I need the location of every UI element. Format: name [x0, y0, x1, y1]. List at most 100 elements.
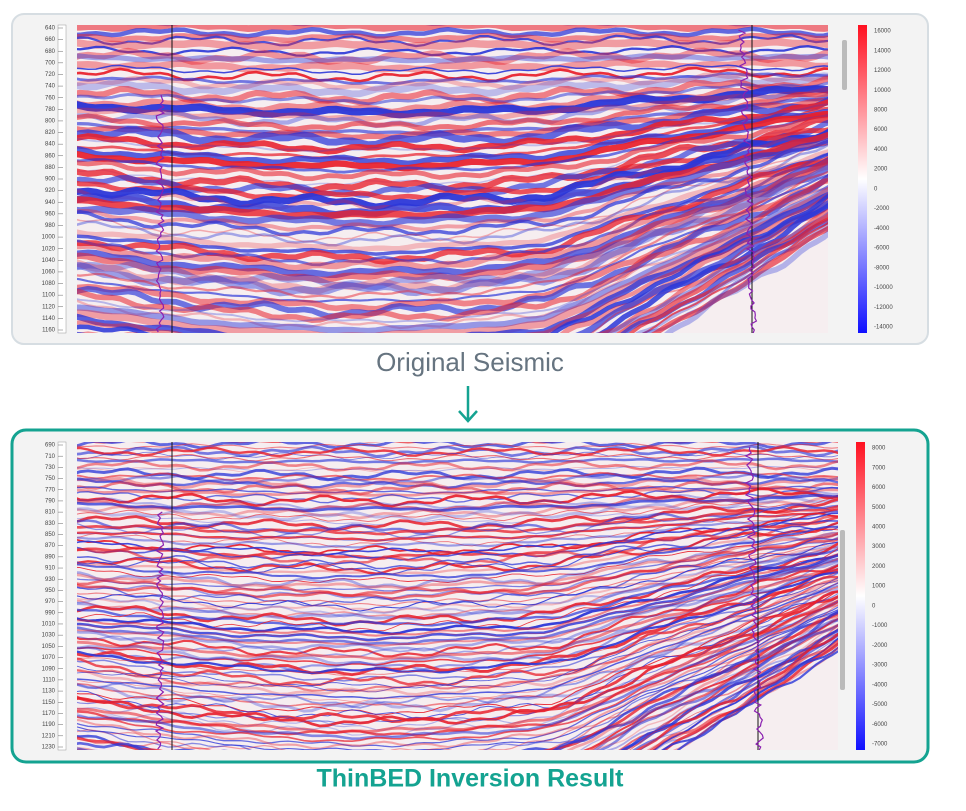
colorbar-label: -3000	[872, 663, 888, 669]
depth-label: 1040	[42, 258, 56, 264]
seismic-reflector	[607, 211, 828, 333]
depth-label: 970	[45, 599, 56, 605]
seismic-reflector	[77, 113, 828, 182]
seismic-reflector	[77, 508, 838, 542]
depth-label: 730	[45, 465, 56, 471]
colorbar	[858, 25, 867, 333]
colorbar-label: 12000	[874, 68, 891, 74]
seismic-reflector	[77, 471, 838, 482]
seismic-reflector	[622, 624, 838, 750]
colorbar-label: -14000	[874, 325, 893, 331]
seismic-reflector	[72, 409, 840, 420]
seismic-reflector	[77, 537, 838, 600]
well-log	[744, 446, 764, 750]
caption: Original Seismic	[376, 347, 564, 377]
seismic-reflector	[77, 521, 838, 575]
seismic-reflector	[77, 38, 828, 51]
seismic-reflector	[77, 163, 828, 291]
colorbar-label: -6000	[872, 722, 888, 728]
seismic-reflector	[646, 638, 838, 750]
depth-label: 880	[45, 165, 56, 171]
seismic-reflector	[77, 497, 838, 523]
seismic-reflector	[77, 34, 828, 48]
seismic-reflector	[77, 515, 838, 561]
seismic-reflector	[77, 533, 838, 592]
seismic-reflector	[77, 538, 838, 607]
seismic-reflector	[77, 604, 838, 750]
seismic-reflector	[77, 570, 838, 676]
depth-label: 930	[45, 577, 56, 583]
seismic-reflector	[77, 444, 838, 458]
seismic-reflector	[77, 486, 838, 497]
colorbar-label: 8000	[874, 108, 888, 114]
seismic-reflector	[77, 72, 828, 98]
seismic-reflector	[77, 139, 828, 232]
seismic-reflector	[77, 609, 838, 750]
seismic-reflector	[72, 3, 832, 12]
seismic-reflector	[77, 97, 828, 149]
seismic-reflector	[77, 602, 838, 738]
seismic-reflector	[77, 559, 838, 652]
seismic-reflector	[618, 627, 838, 750]
depth-label: 810	[45, 510, 56, 516]
colorbar-label: 6000	[874, 127, 888, 133]
seismic-reflector	[77, 564, 838, 667]
colorbar-label: 6000	[872, 485, 886, 491]
seismic-reflector	[77, 162, 828, 295]
depth-label: 1150	[42, 700, 56, 706]
depth-label: 1120	[42, 304, 56, 310]
colorbar	[856, 442, 865, 750]
caption: ThinBED Inversion Result	[317, 765, 625, 793]
seismic-reflector	[77, 157, 828, 279]
seismic-reflector	[72, 400, 840, 410]
seismic-reflector	[77, 487, 838, 508]
seismic-reflector	[77, 32, 828, 43]
seismic-reflector	[77, 185, 828, 323]
colorbar-label: 4000	[872, 525, 886, 531]
seismic-reflector	[663, 229, 828, 333]
depth-label: 720	[45, 72, 56, 78]
seismic-reflector	[77, 466, 838, 482]
seismic-reflector	[77, 528, 838, 584]
depth-label: 1100	[42, 293, 56, 299]
seismic-reflector	[72, 415, 840, 423]
seismic-reflector	[77, 170, 828, 299]
seismic-reflector	[77, 590, 838, 728]
seismic-reflector	[77, 91, 828, 132]
seismic-reflector	[77, 187, 828, 330]
depth-label: 1140	[42, 316, 56, 322]
depth-label: 750	[45, 476, 56, 482]
colorbar-label: 5000	[872, 505, 886, 511]
seismic-reflector	[77, 480, 838, 496]
seismic-reflector	[589, 623, 838, 750]
depth-label: 1060	[42, 270, 56, 276]
colorbar-label: -8000	[874, 265, 890, 271]
seismic-reflector	[77, 25, 828, 33]
seismic-reflector	[77, 99, 828, 155]
colorbar-label: 8000	[872, 446, 886, 452]
colorbar-label: 0	[872, 603, 876, 609]
seismic-reflector	[72, 399, 840, 410]
colorbar-label: 1000	[872, 584, 886, 590]
depth-label: 950	[45, 588, 56, 594]
seismic-reflector	[615, 213, 828, 333]
well-log	[738, 29, 758, 333]
seismic-reflector	[77, 496, 838, 520]
seismic-reflector	[77, 53, 828, 64]
depth-label: 900	[45, 177, 56, 183]
seismic-reflector	[77, 616, 838, 750]
seismic-reflector	[77, 527, 838, 575]
depth-label: 1070	[42, 655, 56, 661]
depth-label: 910	[45, 566, 56, 572]
depth-label: 1110	[43, 677, 56, 683]
seismic-reflector	[77, 582, 838, 702]
seismic-reflector	[77, 505, 838, 536]
colorbar-label: -4000	[872, 682, 888, 688]
seismic-reflector	[72, 420, 840, 429]
seismic-reflector	[77, 164, 828, 297]
depth-label: 1210	[42, 733, 56, 739]
seismic-reflector	[77, 611, 838, 750]
scrollbar	[840, 530, 845, 690]
depth-label: 690	[45, 443, 56, 449]
